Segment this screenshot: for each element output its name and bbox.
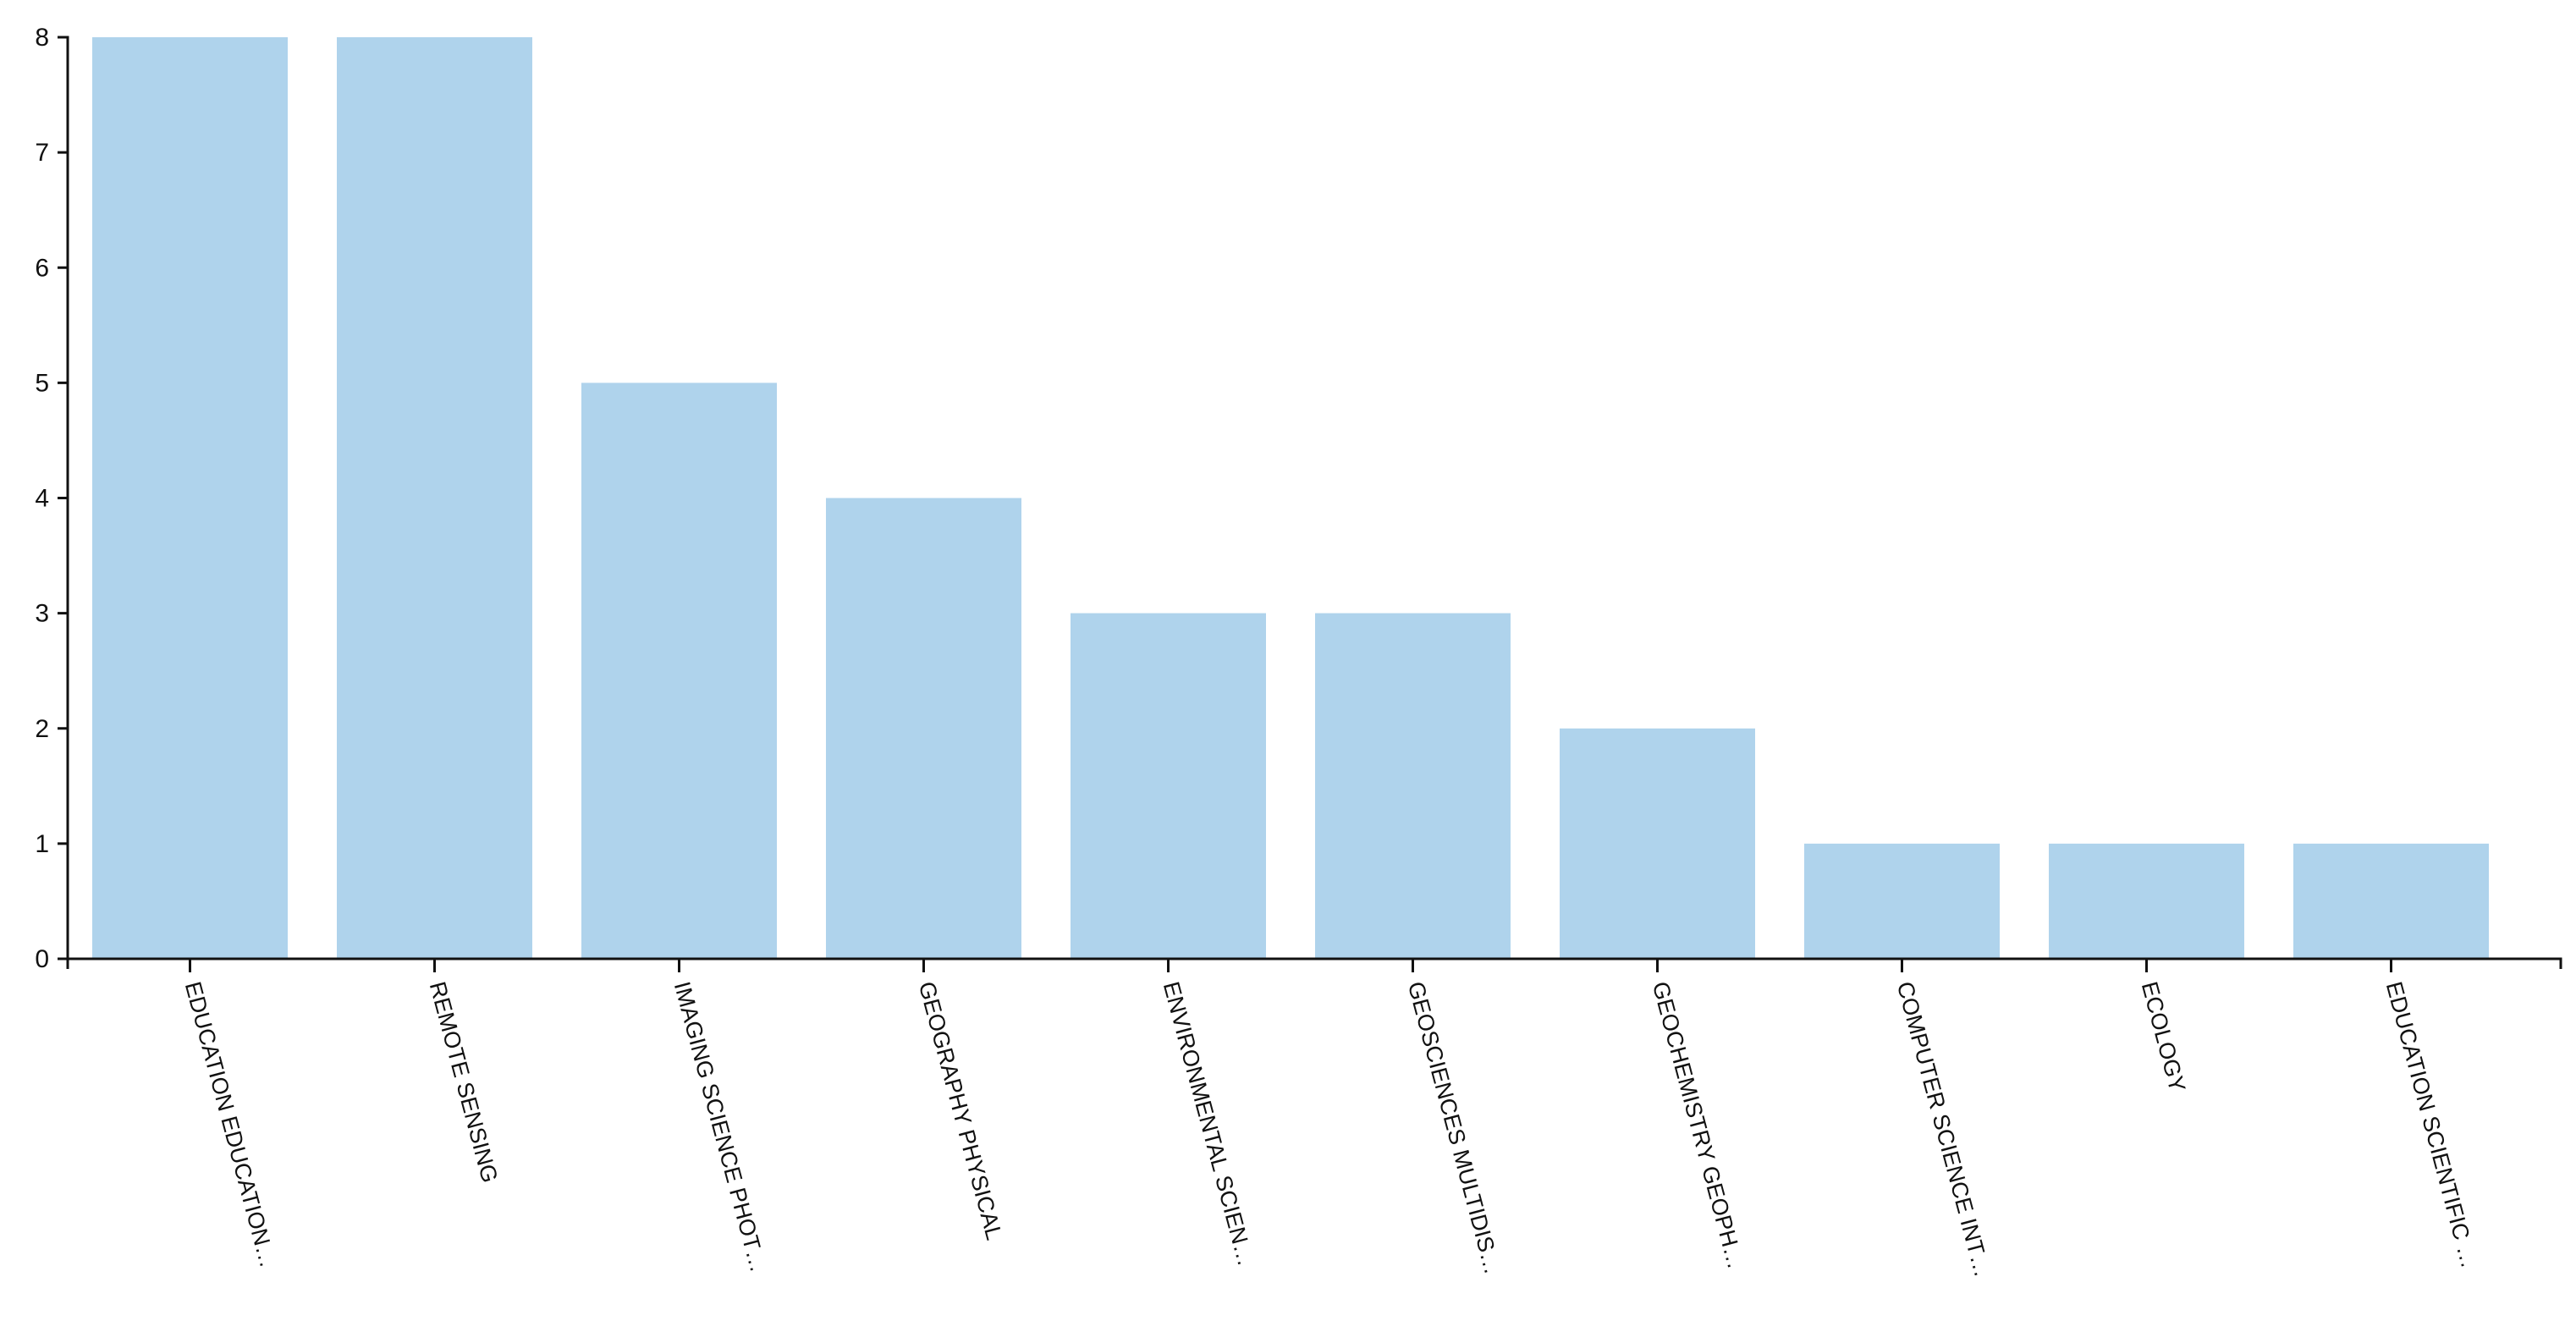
y-tick-label-5: 5: [35, 369, 49, 397]
bar-2: [337, 37, 532, 959]
bar-5: [1071, 613, 1266, 959]
bar-9: [2049, 843, 2244, 959]
bars-group: [92, 37, 2489, 960]
x-category-label-8: COMPUTER SCIENCE INT…: [1892, 979, 1995, 1280]
y-tick-label-0: 0: [35, 945, 49, 973]
x-category-label-7: GEOCHEMISTRY GEOPH…: [1648, 979, 1749, 1272]
y-tick-label-8: 8: [35, 24, 49, 52]
bar-6: [1315, 613, 1511, 959]
x-category-label-4: GEOGRAPHY PHYSICAL: [914, 979, 1007, 1243]
y-tick-label-6: 6: [35, 254, 49, 282]
x-category-label-1: EDUCATION EDUCATION…: [180, 979, 281, 1270]
x-category-label-2: REMOTE SENSING: [425, 979, 503, 1186]
y-tick-label-4: 4: [35, 485, 49, 513]
x-category-label-10: EDUCATION SCIENTIFIC …: [2381, 979, 2482, 1271]
bar-10: [2293, 843, 2489, 959]
x-axis-line: [66, 957, 2562, 969]
y-tick-label-7: 7: [35, 139, 49, 167]
x-category-label-9: ECOLOGY: [2137, 979, 2191, 1095]
bar-7: [1560, 728, 1755, 960]
x-category-label-3: IMAGING SCIENCE PHOT…: [669, 979, 772, 1275]
x-axis: EDUCATION EDUCATION… REMOTE SENSING IMAGIN…: [66, 957, 2562, 1280]
bar-4: [826, 498, 1021, 959]
bar-1: [92, 37, 288, 959]
x-category-label-6: GEOSCIENCES MULTIDIS…: [1403, 979, 1505, 1277]
y-tick-label-1: 1: [35, 830, 49, 858]
bar-3: [581, 383, 777, 959]
y-tick-label-3: 3: [35, 600, 49, 628]
x-category-label-5: ENVIRONMENTAL SCIEN…: [1159, 979, 1259, 1269]
bar-8: [1804, 843, 2000, 959]
y-axis: 0 1 2 3 4 5 6 7 8: [35, 24, 69, 973]
y-tick-label-2: 2: [35, 715, 49, 743]
